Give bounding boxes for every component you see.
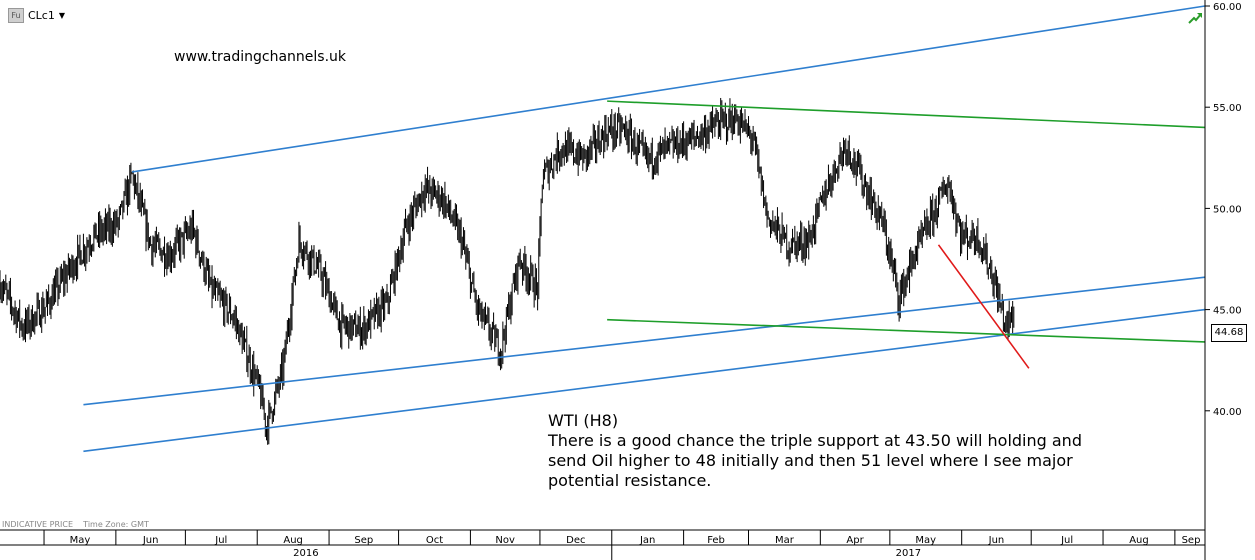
month-label: Jun xyxy=(142,535,159,546)
timezone-label: Time Zone: GMT xyxy=(83,520,149,529)
chart-annotation: WTI (H8) There is a good chance the trip… xyxy=(548,411,1108,491)
instrument-code-badge: Fu xyxy=(8,8,24,23)
x-axis: May Jun Jul Aug Sep Oct Nov Dec Jan Feb Mar Apr May J… xyxy=(0,529,1205,560)
month-label: Jun xyxy=(988,535,1005,546)
price-bars xyxy=(0,97,1015,445)
annotation-line: potential resistance. xyxy=(548,471,712,490)
annotation-line: There is a good chance the triple suppor… xyxy=(548,431,1082,450)
trendline-line xyxy=(937,244,1030,369)
channel-line xyxy=(131,5,1206,173)
month-label: Sep xyxy=(1182,535,1201,546)
last-price-tag: 44.68 xyxy=(1211,324,1247,342)
y-tick-label: 55.00 xyxy=(1213,103,1242,114)
y-tick-label: 45.00 xyxy=(1213,306,1242,317)
support-line xyxy=(607,318,1206,343)
watermark-text: www.tradingchannels.uk xyxy=(174,49,346,65)
month-label: Aug xyxy=(1129,535,1149,546)
trend-arrow-icon[interactable] xyxy=(1187,11,1203,25)
annotation-title: WTI (H8) xyxy=(548,411,619,430)
channel-line xyxy=(83,276,1206,406)
caret-down-icon[interactable]: ▼ xyxy=(58,11,66,20)
month-label: Apr xyxy=(846,535,864,546)
month-label: May xyxy=(70,535,91,546)
footer-note: INDICATIVE PRICE Time Zone: GMT xyxy=(2,520,149,529)
month-label: Oct xyxy=(426,535,443,546)
year-label: 2016 xyxy=(293,548,318,559)
month-label: Dec xyxy=(566,535,585,546)
annotation-line: send Oil higher to 48 initially and then… xyxy=(548,451,1073,470)
month-label: Nov xyxy=(495,535,515,546)
indicative-price-label: INDICATIVE PRICE xyxy=(2,520,73,529)
month-label: Jul xyxy=(214,535,227,546)
month-label: Sep xyxy=(354,535,373,546)
month-label: Jan xyxy=(639,535,655,546)
toolbar: Fu CLc1 ▼ xyxy=(8,8,65,23)
y-tick-label: 60.00 xyxy=(1213,2,1242,13)
month-label: Jul xyxy=(1060,535,1073,546)
drawn-lines xyxy=(83,5,1206,453)
symbol-selector[interactable]: CLc1 xyxy=(28,9,55,22)
month-label: Aug xyxy=(283,535,303,546)
channel-line xyxy=(83,308,1206,453)
month-label: Mar xyxy=(775,535,795,546)
month-label: Feb xyxy=(707,535,725,546)
y-tick-label: 40.00 xyxy=(1213,407,1242,418)
month-label: May xyxy=(915,535,936,546)
support-line xyxy=(607,100,1206,129)
y-axis: 40.00 45.00 50.00 55.00 60.00 xyxy=(1204,0,1242,560)
y-tick-label: 50.00 xyxy=(1213,204,1242,215)
year-label: 2017 xyxy=(896,548,921,559)
